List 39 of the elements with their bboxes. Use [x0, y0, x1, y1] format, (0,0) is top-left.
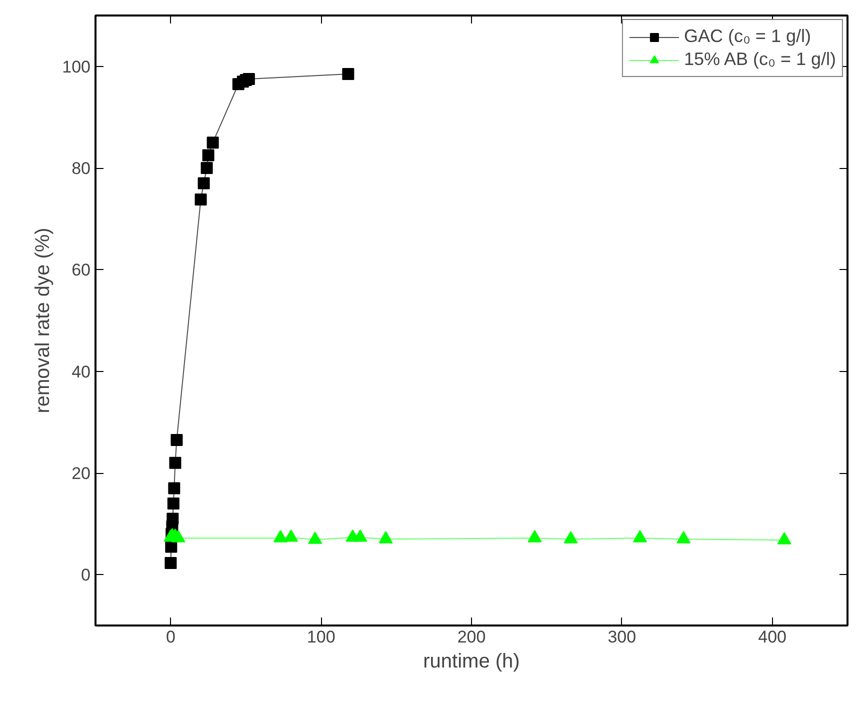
x-tick-label: 200	[457, 628, 486, 646]
point	[353, 530, 368, 542]
point	[632, 530, 647, 542]
y-tick-label: 40	[72, 362, 91, 382]
point	[528, 530, 542, 542]
point	[168, 482, 180, 494]
point	[308, 532, 322, 544]
point	[378, 531, 393, 544]
point	[194, 194, 207, 206]
point	[164, 556, 177, 569]
point	[284, 530, 298, 542]
point	[171, 530, 186, 542]
x-axis-title: runtime (h)	[423, 650, 520, 672]
y-tick-label: 80	[72, 159, 91, 178]
point	[169, 456, 182, 469]
point	[202, 149, 214, 162]
point	[206, 136, 219, 149]
x-tick-label: 300	[608, 628, 636, 646]
point	[167, 498, 180, 510]
point	[242, 73, 255, 86]
point	[200, 162, 213, 174]
legend-label: 15% AB (c₀ = 1 g/l)	[684, 49, 836, 70]
point	[676, 531, 691, 544]
y-tick-label: 20	[72, 464, 91, 483]
point	[166, 512, 179, 525]
legend-label: GAC (c₀ = 1 g/l)	[684, 26, 811, 47]
y-axis-title: removal rate dye (%)	[32, 228, 54, 414]
x-tick-label: 100	[306, 628, 336, 646]
y-tick-label: 100	[62, 57, 91, 76]
y-tick-label: 60	[72, 260, 91, 280]
point	[777, 532, 792, 544]
y-tick-label: 0	[81, 566, 91, 585]
point	[564, 531, 578, 544]
point	[273, 530, 288, 542]
x-tick-label: 0	[166, 628, 176, 646]
point	[342, 68, 354, 80]
point	[170, 434, 183, 446]
x-tick-label: 400	[758, 628, 786, 646]
point	[198, 177, 210, 190]
